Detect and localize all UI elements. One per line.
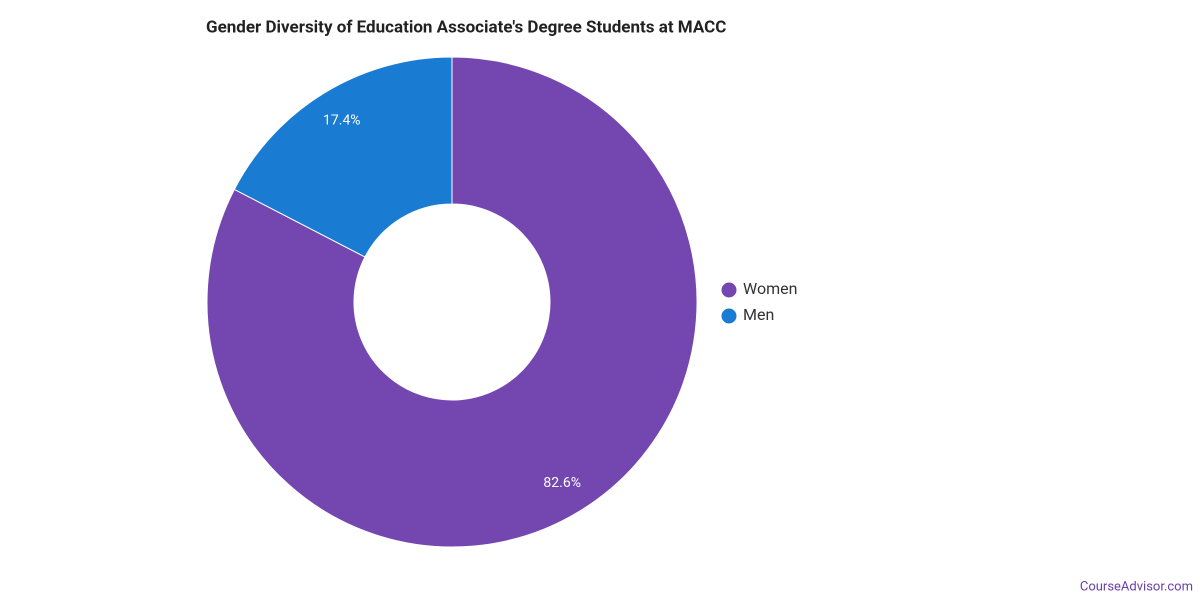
value-label: 17.4% (323, 113, 361, 129)
chart-title: Gender Diversity of Education Associate'… (206, 17, 726, 37)
value-label: 82.6% (543, 475, 581, 491)
legend-label: Women (743, 279, 797, 298)
legend-swatch (721, 308, 737, 324)
legend-label: Men (743, 305, 774, 324)
legend-swatch (721, 282, 737, 298)
source-credit: CourseAdvisor.com (1080, 579, 1193, 594)
donut-slice (233, 56, 453, 258)
donut-slice (206, 56, 698, 548)
